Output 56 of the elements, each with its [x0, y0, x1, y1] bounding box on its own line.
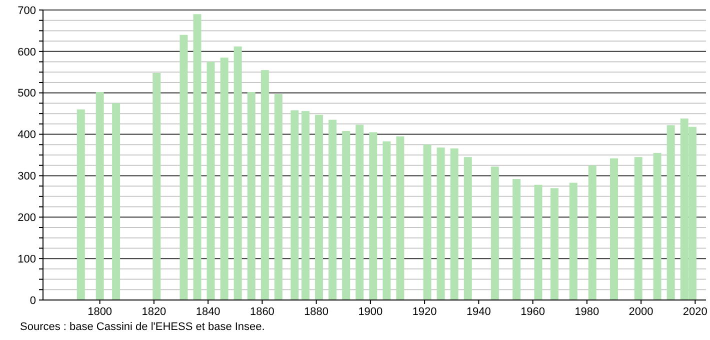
bar [290, 110, 299, 300]
bar [152, 72, 161, 300]
bar [634, 157, 642, 300]
x-tick-label: 2000 [628, 306, 654, 318]
y-tick-label: 200 [18, 212, 36, 224]
bar [490, 166, 499, 300]
y-tick-label: 500 [18, 88, 36, 100]
bar [569, 182, 578, 300]
y-tick-label: 0 [30, 294, 36, 307]
x-tick-label: 1960 [520, 306, 546, 318]
bar [206, 62, 215, 300]
bar [666, 125, 675, 300]
bar [315, 114, 324, 300]
bar [260, 70, 269, 300]
bar [96, 92, 104, 300]
x-tick-label: 1880 [304, 306, 329, 318]
bar [180, 34, 188, 300]
bar [342, 130, 350, 300]
bar [193, 14, 202, 300]
bar [369, 132, 378, 300]
bar [356, 124, 364, 300]
bar [550, 188, 558, 300]
x-tick-label: 1800 [88, 306, 112, 318]
x-tick-label: 1900 [358, 306, 383, 318]
bar [610, 158, 618, 300]
bar [220, 58, 228, 300]
source-note: Sources : base Cassini de l'EHESS et base Insee. [20, 321, 265, 333]
x-tick-label: 1920 [412, 306, 437, 318]
y-tick-label: 700 [18, 4, 36, 17]
bar [234, 46, 242, 300]
bar [382, 141, 391, 300]
x-tick-label: 2020 [682, 306, 708, 318]
bar [112, 103, 120, 300]
bar [247, 92, 256, 300]
x-tick-label: 1860 [250, 306, 274, 318]
bar [653, 152, 662, 300]
x-tick-label: 1840 [196, 306, 220, 318]
y-tick-label: 400 [18, 129, 36, 142]
bar [274, 94, 282, 300]
bar [464, 157, 472, 300]
x-tick-label: 1980 [574, 306, 600, 318]
bar [512, 179, 521, 300]
bar [328, 120, 337, 300]
bar [76, 109, 85, 300]
bar [301, 111, 310, 300]
bar [396, 136, 404, 300]
y-tick-label: 600 [18, 46, 36, 58]
bar [436, 148, 445, 300]
bar [450, 148, 458, 300]
y-tick-label: 300 [18, 170, 36, 183]
y-tick-label: 100 [18, 253, 36, 266]
x-tick-label: 1940 [466, 306, 491, 318]
bar [423, 144, 432, 300]
bar [534, 184, 542, 300]
x-tick-label: 1820 [142, 306, 166, 318]
bar [588, 165, 596, 300]
